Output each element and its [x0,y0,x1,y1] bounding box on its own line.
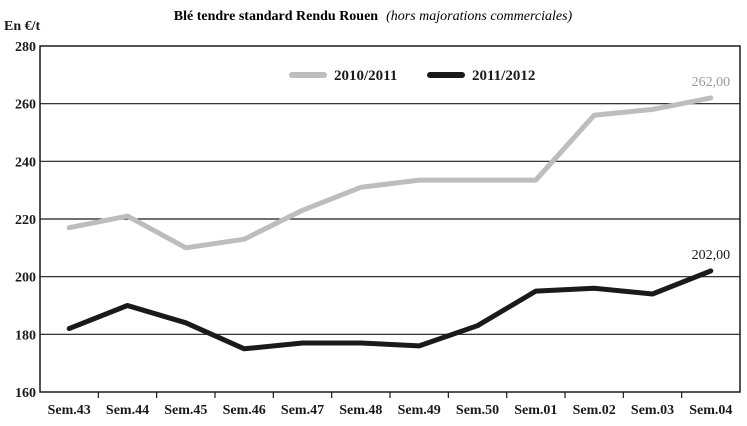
x-tick-label: Sem.43 [48,403,91,418]
y-tick-label: 200 [15,271,36,286]
series-line-2011-2012 [66,268,714,352]
x-tick-label: Sem.01 [514,403,557,418]
y-tick-label: 260 [15,98,36,113]
legend: 2010/2011 2011/2012 [289,68,535,84]
y-tick-label: 180 [15,328,36,343]
y-tick-label: 240 [15,155,36,170]
legend-label: 2011/2012 [472,68,535,84]
x-tick-label: Sem.50 [456,403,499,418]
x-tick-label: Sem.47 [281,403,324,418]
y-tick-label: 220 [15,213,36,228]
x-axis-ticks: Sem.43 Sem.44 Sem.45 Sem.46 Sem.47 Sem.48 Sem.… [48,392,732,418]
x-tick-label: Sem.04 [689,403,732,418]
end-value-label: 202,00 [692,248,731,263]
series-lines: 262,00 202,00 [66,75,731,352]
end-value-label: 262,00 [692,75,731,90]
x-tick-label: Sem.03 [631,403,674,418]
series-line-2010-2011 [66,95,714,251]
y-axis-ticks: 160 180 200 220 240 260 280 [15,40,36,401]
y-axis-unit-label: En €/t [4,19,41,34]
x-tick-label: Sem.44 [106,403,149,418]
y-tick-label: 160 [15,386,36,401]
chart-title: Blé tendre standard Rendu Rouen (hors ma… [174,7,573,24]
chart-title-subtitle: (hors majorations commerciales) [386,9,572,24]
plot-frame [39,45,741,393]
y-tick-label: 280 [15,40,36,55]
gridlines [40,103,740,335]
legend-label: 2010/2011 [334,68,397,84]
x-tick-label: Sem.48 [339,403,382,418]
x-tick-label: Sem.02 [573,403,616,418]
x-tick-label: Sem.49 [398,403,441,418]
x-tick-label: Sem.45 [164,403,207,418]
x-tick-label: Sem.46 [223,403,266,418]
chart-title-main: Blé tendre standard Rendu Rouen [174,9,379,24]
